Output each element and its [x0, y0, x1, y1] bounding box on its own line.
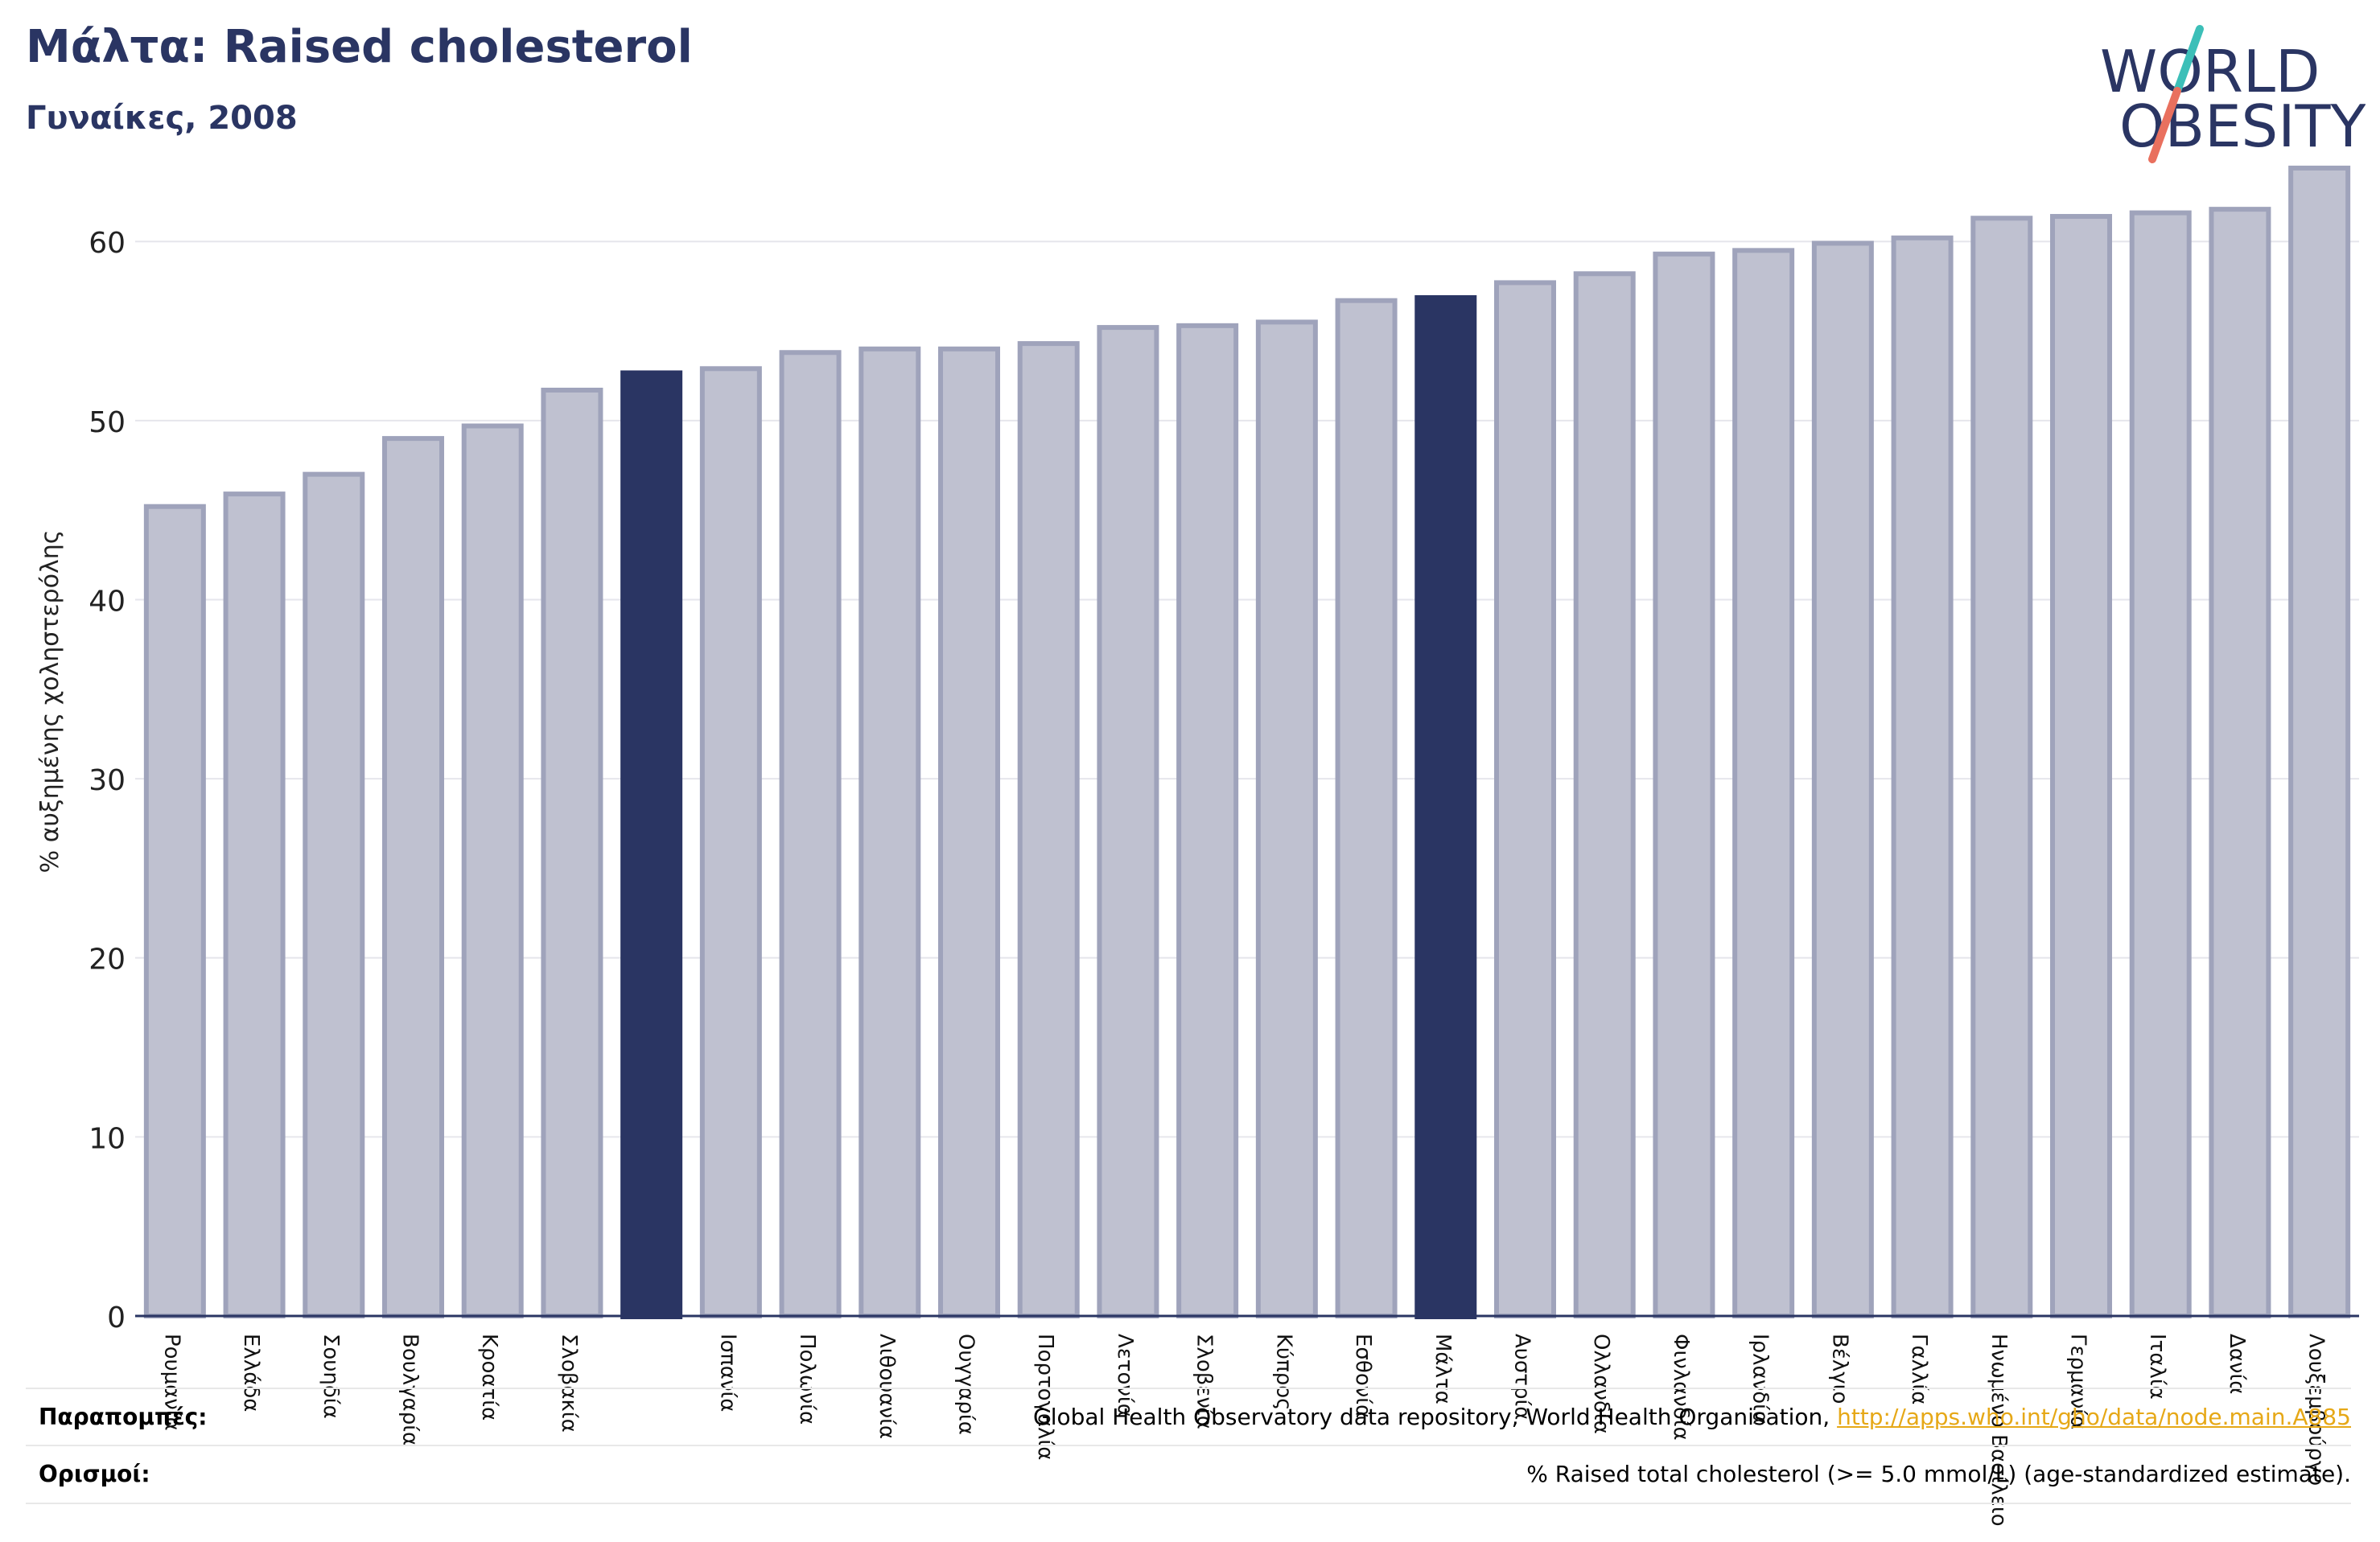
x-tick-label: Γερμανία: [2066, 1334, 2090, 1429]
bar: [2129, 210, 2192, 1318]
bar: [1097, 325, 1159, 1318]
bar: [1653, 251, 1715, 1319]
bar: [859, 346, 921, 1319]
x-tick-label: Ηνωμένο Βασίλειο: [1987, 1334, 2011, 1527]
y-axis-label: % αυξημένης χοληστερόλης: [36, 530, 64, 874]
bar: [1335, 298, 1398, 1318]
bar: [2288, 165, 2351, 1319]
y-tick-label: 20: [89, 944, 126, 977]
bar: [1732, 248, 1795, 1318]
y-tick-label: 50: [89, 406, 126, 439]
x-tick-label: Φινλανδία: [1669, 1334, 1693, 1441]
bar: [699, 366, 762, 1319]
x-tick-label: Λιθουανία: [875, 1334, 899, 1439]
x-tick-label: Κύπρος: [1271, 1334, 1295, 1410]
x-tick-label: Ρουμανία: [159, 1334, 183, 1431]
definitions-label: Ορισμοί:: [39, 1461, 150, 1487]
x-tick-label: Ουγγαρία: [954, 1334, 978, 1435]
y-tick-label: 0: [107, 1301, 126, 1334]
bar: [779, 350, 842, 1319]
bar: [1255, 319, 1318, 1318]
x-tick-label: Κροατία: [477, 1334, 501, 1421]
x-tick-label: Σλοβακία: [557, 1334, 581, 1433]
x-tick-label: Ισπανία: [715, 1334, 739, 1412]
bar-highlight: [620, 370, 683, 1319]
bar: [938, 346, 1000, 1319]
definitions-text: % Raised total cholesterol (>= 5.0 mmol/…: [1526, 1461, 2351, 1487]
page-subtitle: Γυναίκες, 2008: [26, 100, 298, 137]
bar: [143, 504, 206, 1318]
bar: [1970, 216, 2033, 1318]
references-row: Παραπομπές: Global Health Observatory da…: [26, 1388, 2351, 1445]
bar: [1573, 271, 1636, 1319]
y-tick-label: 30: [89, 764, 126, 797]
bar: [2209, 207, 2271, 1318]
page-title: Μάλτα: Raised cholesterol: [26, 21, 693, 73]
x-tick-label: Αυστρία: [1510, 1334, 1534, 1420]
logo-slash-top: [2173, 25, 2204, 95]
references-text: Global Health Observatory data repositor…: [1033, 1404, 1830, 1430]
x-tick-label: Ιρλανδία: [1748, 1334, 1773, 1425]
x-tick-label: Λουξεμβούργο: [2304, 1334, 2329, 1486]
x-tick-label: Βέλγιο: [1827, 1334, 1851, 1404]
definitions-row: Ορισμοί: % Raised total cholesterol (>= …: [26, 1445, 2351, 1504]
bar: [1017, 341, 1080, 1319]
x-tick-label: Δανία: [2225, 1334, 2249, 1394]
y-tick-label: 10: [89, 1122, 126, 1155]
references-value: Global Health Observatory data repositor…: [1033, 1404, 2351, 1430]
bar: [1891, 235, 1954, 1318]
x-tick-label: Ελλάδα: [239, 1334, 263, 1412]
x-tick-label: Μάλτα: [1431, 1334, 1455, 1404]
y-tick-label: 60: [89, 227, 126, 260]
x-tick-label: Πολωνία: [795, 1334, 819, 1425]
bar-highlight: [1414, 295, 1477, 1319]
bar: [461, 423, 524, 1319]
bar: [1494, 280, 1556, 1319]
x-tick-label: Σλοβενία: [1192, 1334, 1217, 1429]
x-tick-label: Βουλγαρία: [398, 1334, 422, 1445]
bar: [1811, 241, 1874, 1318]
references-link[interactable]: http://apps.who.int/gho/data/node.main.A…: [1837, 1404, 2351, 1430]
world-obesity-logo: WORLD OBESITY: [2100, 25, 2366, 163]
bar: [382, 436, 444, 1319]
references-label: Παραπομπές:: [39, 1404, 208, 1430]
bar: [541, 387, 603, 1318]
x-tick-label: Πορτογαλία: [1033, 1334, 1057, 1460]
bar: [2050, 214, 2112, 1318]
x-tick-label: Γαλλία: [1907, 1334, 1931, 1404]
x-tick-label: Ολλανδία: [1589, 1334, 1613, 1434]
bar: [303, 471, 365, 1318]
bar: [1176, 323, 1239, 1318]
logo-slash-bottom: [2148, 87, 2181, 163]
x-tick-label: Λετονία: [1113, 1334, 1137, 1417]
bar: [223, 491, 286, 1318]
y-tick-label: 40: [89, 585, 126, 618]
x-tick-label: Σουηδία: [319, 1334, 343, 1419]
logo-line1: WORLD: [2100, 38, 2320, 105]
x-tick-label: Εσθονία: [1351, 1334, 1375, 1418]
